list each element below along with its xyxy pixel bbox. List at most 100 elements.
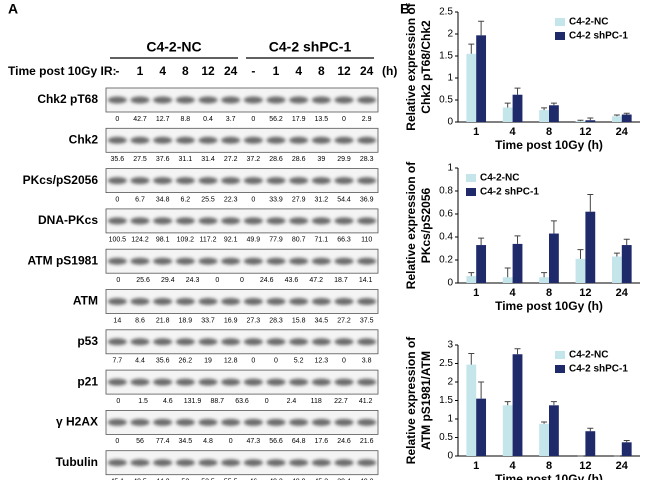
band: [107, 217, 127, 225]
quant-value: 47.2: [309, 277, 323, 284]
quant-value: 92.1: [224, 237, 238, 244]
quant-value: 12.7: [156, 116, 170, 123]
quant-value: 17.6: [315, 438, 329, 445]
quant-value: 0: [251, 116, 255, 123]
x-tick-label: 4: [510, 126, 517, 138]
quant-value: 3.8: [362, 358, 372, 365]
quant-value: 17.9: [292, 116, 306, 123]
time: -: [251, 64, 255, 78]
quant-value: 14.1: [359, 277, 373, 284]
band: [175, 338, 195, 346]
bar: [549, 233, 559, 283]
legend-label: C4-2-NC: [480, 173, 519, 184]
quant-value: 7.7: [112, 358, 122, 365]
quant-value: 0: [115, 438, 119, 445]
band: [357, 459, 377, 467]
quant-value: 1.5: [138, 398, 148, 405]
y-axis-label: Relative expression of: [404, 336, 418, 464]
band: [334, 459, 354, 467]
blot-frame: [105, 369, 379, 395]
time: 4: [159, 64, 166, 78]
quant-value: 0: [240, 277, 244, 284]
error-bar: [504, 401, 511, 406]
band: [221, 298, 241, 305]
y-tick-label: 1: [447, 414, 453, 425]
error-bar: [541, 272, 548, 278]
band: [289, 378, 309, 386]
quant-value: 47.3: [247, 438, 261, 445]
quant-value: 124.2: [131, 237, 149, 244]
band: [311, 378, 331, 386]
band: [266, 177, 286, 185]
quant-value: 56: [136, 438, 144, 445]
y-axis-label: ATM pS1981/ATM: [419, 351, 433, 450]
quant-value: 26.2: [179, 358, 193, 365]
panel-label: B: [400, 1, 410, 17]
quant-value: 0.4: [203, 116, 213, 123]
quant-value: 28.6: [269, 156, 283, 163]
band: [221, 96, 241, 104]
x-axis-label: Time post 10Gy (h): [495, 472, 603, 480]
y-tick-label: 2: [447, 377, 453, 388]
band: [334, 418, 354, 426]
quant-value: 0: [116, 277, 120, 284]
error-bar: [541, 421, 548, 424]
quant-value: 37.6: [156, 156, 170, 163]
y-tick-label: 1: [447, 163, 453, 174]
band: [175, 418, 195, 426]
band: [266, 418, 286, 426]
row-label: p21: [77, 374, 98, 388]
error-bar: [468, 272, 475, 277]
band: [107, 177, 127, 185]
quant-value: 4.4: [135, 358, 145, 365]
y-tick-label: 0: [447, 451, 453, 462]
y-tick-label: 2.5: [439, 358, 453, 369]
quant-value: 21.6: [360, 438, 374, 445]
band: [334, 338, 354, 346]
y-tick-label: 0.6: [439, 209, 453, 220]
quant-value: 27.2: [337, 317, 351, 324]
y-tick-label: 1.5: [439, 51, 453, 62]
x-tick-label: 8: [546, 460, 552, 472]
band: [334, 217, 354, 225]
band: [311, 96, 331, 104]
time: 12: [337, 64, 351, 78]
quant-value: 33.9: [269, 196, 283, 203]
band: [107, 378, 127, 386]
error-bar: [613, 114, 620, 117]
x-tick-label: 24: [616, 460, 629, 472]
quant-value: 27.5: [133, 156, 147, 163]
band: [198, 96, 218, 104]
band: [221, 338, 241, 346]
quant-value: 45.3: [315, 479, 329, 480]
row-label: PKcs/pS2056: [23, 173, 99, 187]
band: [311, 338, 331, 346]
blot-frame: [105, 248, 379, 274]
quant-value: 63.6: [235, 398, 249, 405]
y-tick-label: 2.5: [439, 7, 453, 18]
quant-value: 64.8: [292, 438, 306, 445]
band: [243, 96, 263, 104]
error-bar: [613, 252, 620, 257]
band: [153, 298, 173, 305]
quant-value: 28.6: [292, 156, 306, 163]
quant-value: 24.3: [186, 277, 200, 284]
y-tick-label: 0.5: [439, 432, 453, 443]
quant-value: 54.4: [337, 196, 351, 203]
band: [153, 257, 173, 265]
band: [357, 177, 377, 185]
band: [130, 96, 150, 104]
band: [311, 217, 331, 225]
quant-value: 39.4: [337, 479, 351, 480]
band: [266, 378, 286, 386]
quant-value: 29.9: [337, 156, 351, 163]
band: [243, 136, 263, 144]
row-label: Chk2: [69, 132, 99, 146]
error-bar: [577, 119, 584, 122]
band: [198, 136, 218, 144]
y-tick-label: 0.4: [439, 232, 453, 243]
legend-label: C4-2 shPC-1: [480, 187, 539, 198]
bar: [585, 120, 596, 122]
band: [198, 177, 218, 185]
